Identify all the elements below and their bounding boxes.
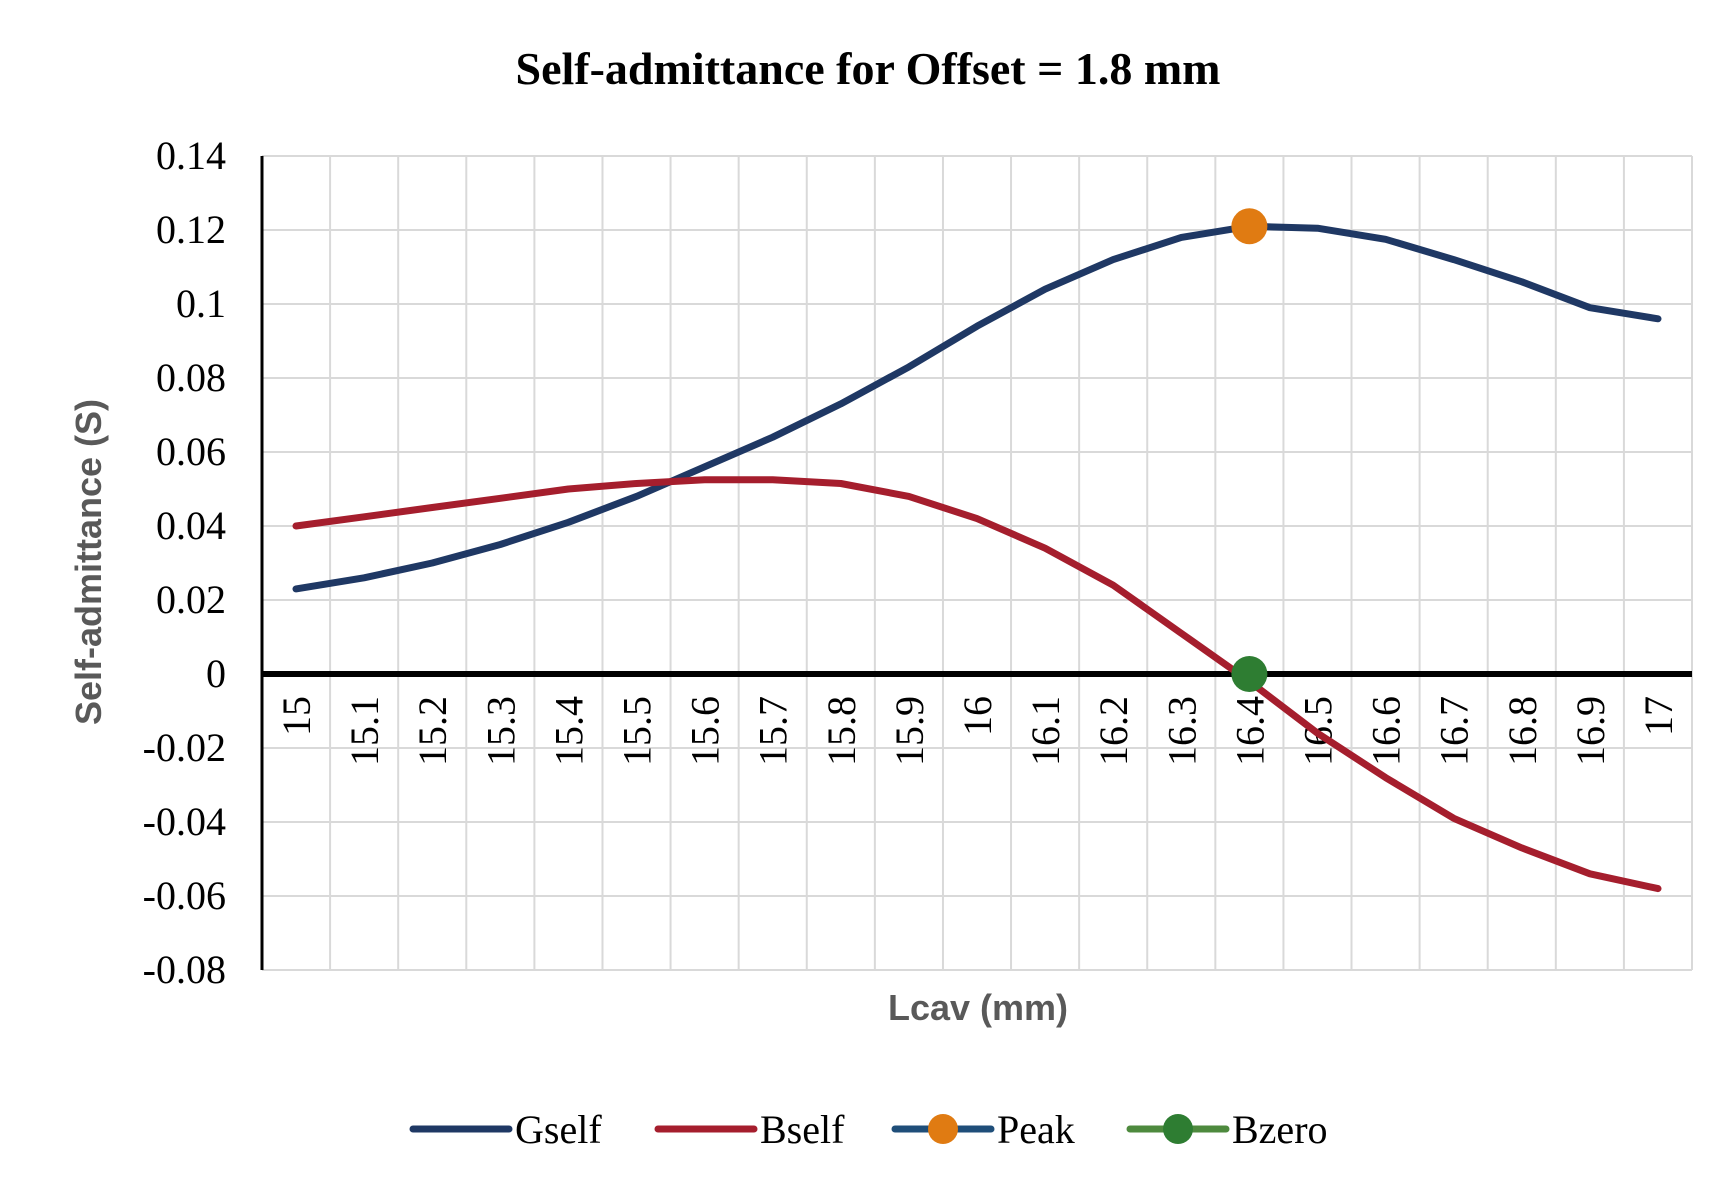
x-tick-label: 15.2 (410, 696, 455, 766)
y-tick-label: 0.02 (156, 577, 226, 622)
legend-marker-bzero (1163, 1114, 1193, 1144)
x-tick-label: 15.8 (819, 696, 864, 766)
x-tick-label: 16.4 (1227, 696, 1272, 766)
y-tick-label: 0.1 (176, 281, 226, 326)
legend-marker-peak (928, 1114, 958, 1144)
x-axis-label: Lcav (mm) (888, 987, 1068, 1028)
x-tick-label: 16.7 (1432, 696, 1477, 766)
series-lines (292, 222, 1662, 893)
x-tick-label: 15.3 (478, 696, 523, 766)
x-tick-label: 15.9 (887, 696, 932, 766)
legend-label-gself: Gself (515, 1107, 602, 1152)
legend: Gself Bself Peak Bzero (409, 1107, 1328, 1152)
x-tick-label: 15.7 (751, 696, 796, 766)
axes (260, 156, 1692, 970)
x-tick-label: 16.8 (1500, 696, 1545, 766)
x-tick-label: 16.3 (1159, 696, 1204, 766)
legend-label-bzero: Bzero (1232, 1107, 1328, 1152)
y-tick-label: -0.02 (143, 725, 226, 770)
x-tick-label: 15.4 (546, 696, 591, 766)
tick-labels: 0.14 0.12 0.1 0.08 0.06 0.04 0.02 0 -0.02 -0.04 -0… (143, 133, 1681, 992)
x-tick-label: 15 (274, 696, 319, 736)
x-tick-label: 16.2 (1091, 696, 1136, 766)
x-tick-label: 16.6 (1364, 696, 1409, 766)
series-line-bself (292, 476, 1662, 893)
marker-bzero (1231, 656, 1268, 692)
y-tick-label: -0.08 (143, 947, 226, 992)
x-tick-label: 17 (1636, 696, 1681, 736)
y-tick-label: 0.04 (156, 503, 226, 548)
x-tick-label: 15.5 (615, 696, 660, 766)
y-tick-label: -0.06 (143, 873, 226, 918)
y-tick-label: -0.04 (143, 799, 226, 844)
y-tick-label: 0.06 (156, 429, 226, 474)
x-tick-label: 16.1 (1023, 696, 1068, 766)
y-axis-label: Self-admittance (S) (68, 399, 109, 725)
y-tick-label: 0.08 (156, 355, 226, 400)
legend-label-peak: Peak (997, 1107, 1075, 1152)
legend-label-bself: Bself (760, 1107, 845, 1152)
grid (262, 155, 1693, 971)
x-tick-label: 16 (955, 696, 1000, 736)
x-tick-label: 15.6 (683, 696, 728, 766)
x-tick-label: 15.1 (342, 696, 387, 766)
y-tick-label: 0.12 (156, 207, 226, 252)
y-tick-label: 0 (206, 651, 226, 696)
marker-peak (1231, 208, 1268, 245)
x-tick-label: 16.9 (1568, 696, 1613, 766)
chart-title: Self-admittance for Offset = 1.8 mm (516, 43, 1221, 94)
series-line-gself (292, 222, 1662, 593)
markers (1231, 208, 1268, 692)
y-tick-label: 0.14 (156, 133, 226, 178)
